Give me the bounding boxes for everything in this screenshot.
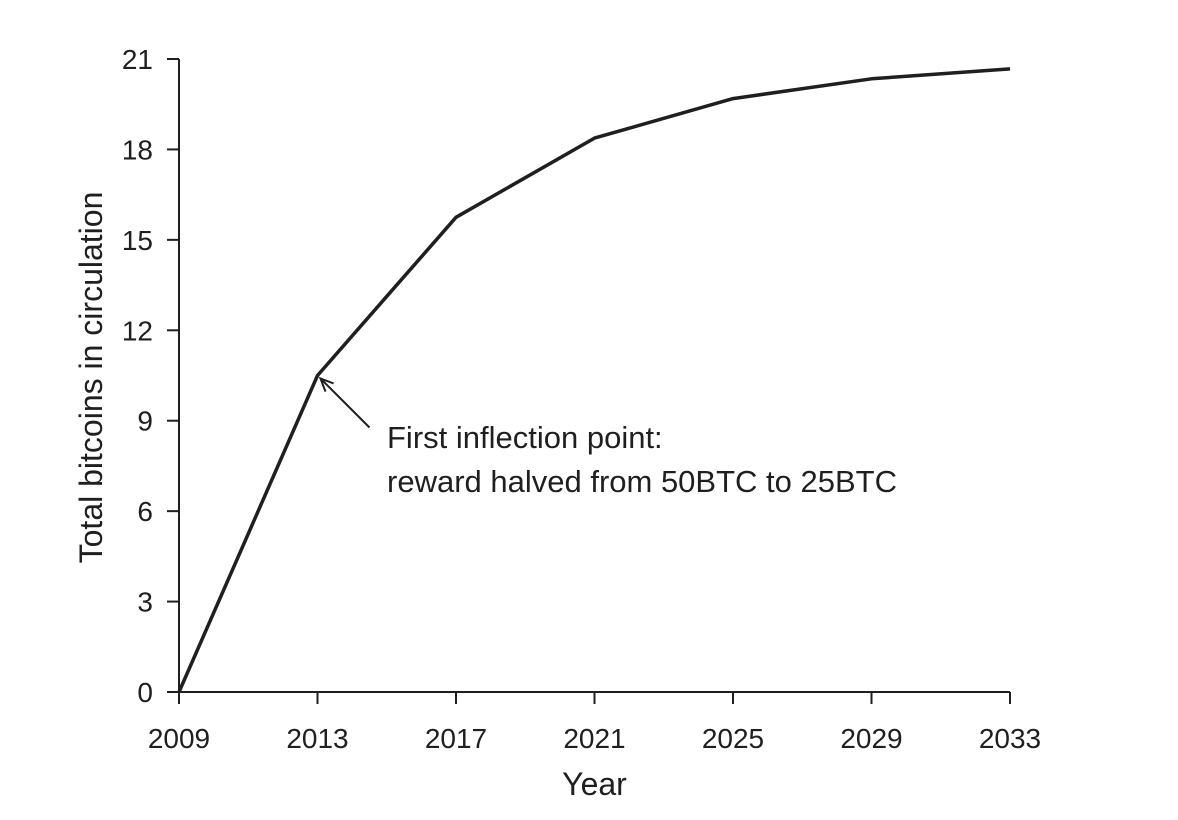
x-tick-label: 2013	[286, 723, 348, 754]
y-tick-label: 9	[137, 406, 153, 437]
x-tick-label: 2033	[979, 723, 1041, 754]
x-tick-label: 2021	[563, 723, 625, 754]
x-tick-label: 2025	[702, 723, 764, 754]
x-tick-label: 2029	[840, 723, 902, 754]
x-tick-label: 2017	[425, 723, 487, 754]
series-group	[177, 67, 1011, 693]
annotation-text-line-2: reward halved from 50BTC to 25BTC	[387, 464, 897, 499]
x-tick-label: 2009	[148, 723, 210, 754]
y-tick-label: 12	[122, 315, 153, 346]
annotation-text-line-1: First inflection point:	[387, 420, 663, 455]
annotation-arrowhead	[318, 376, 334, 392]
y-tick-label: 21	[122, 44, 153, 75]
axes	[178, 59, 1010, 693]
y-tick-label: 15	[122, 225, 153, 256]
x-axis-ticks: 2009 2013 2017 2021 2025 2029 2033	[148, 692, 1041, 754]
annotations-group: First inflection point: reward halved fro…	[318, 376, 897, 499]
series-line-1	[177, 67, 1011, 693]
y-tick-label: 18	[122, 134, 153, 165]
x-axis-label: Year	[562, 766, 627, 802]
y-tick-label: 6	[137, 496, 153, 527]
annotation-arrow	[319, 377, 371, 429]
y-tick-label: 0	[137, 677, 153, 708]
y-axis-ticks: 0 3 6 9 12 15 18 21	[122, 44, 179, 708]
y-axis-label: Total bitcoins in circulation	[73, 192, 109, 564]
y-tick-label: 3	[137, 587, 153, 618]
